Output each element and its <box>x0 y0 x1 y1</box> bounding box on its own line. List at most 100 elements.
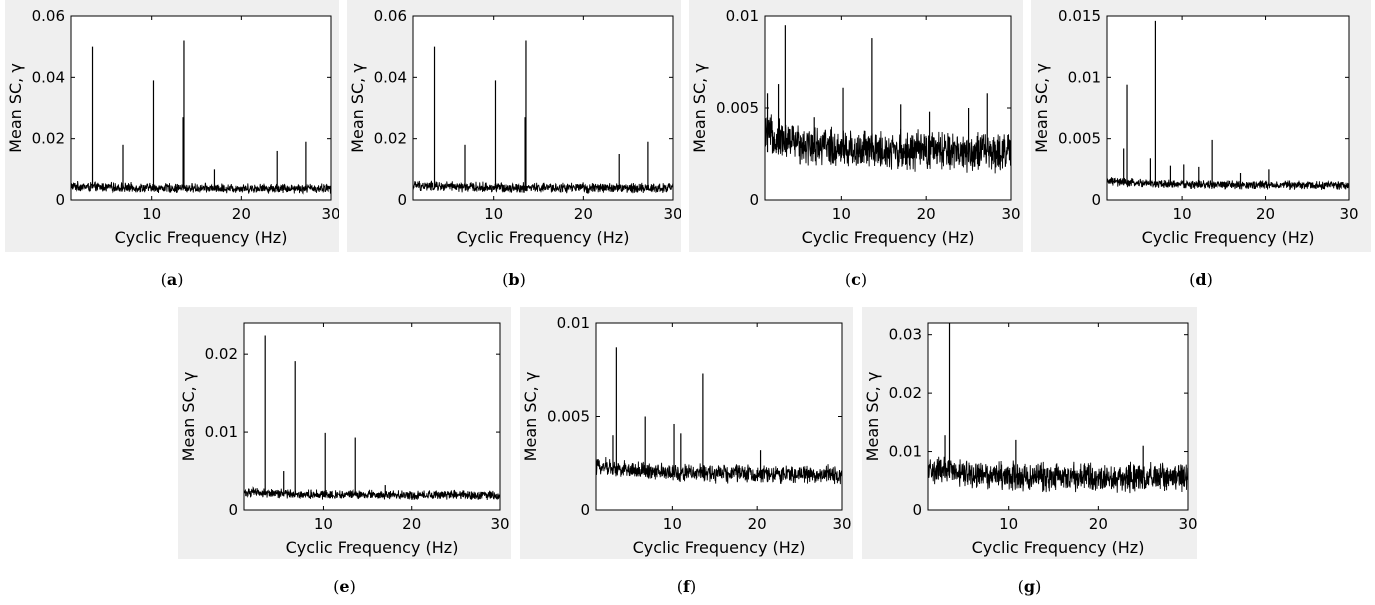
plot-area <box>1107 16 1349 200</box>
y-axis-label: Mean SC, γ <box>521 372 540 462</box>
panel-e: 10 20 30 0 0.01 0.02 Cyclic Frequency (Hz) Mean… <box>178 307 511 559</box>
chart-e: 10 20 30 0 0.01 0.02 Cyclic Frequency (Hz) Mean… <box>178 307 511 559</box>
x-axis-label: Cyclic Frequency (Hz) <box>286 538 459 557</box>
x-axis-label: Cyclic Frequency (Hz) <box>802 228 975 247</box>
x-tick-label: 30 <box>321 205 339 223</box>
y-tick-label: 0.06 <box>374 7 407 25</box>
y-tick-label: 0.01 <box>557 314 590 332</box>
signal-line <box>243 486 501 501</box>
y-axis-label: Mean SC, γ <box>1032 63 1051 153</box>
x-tick-label: 20 <box>232 205 251 223</box>
caption-a-letter: a <box>166 270 178 289</box>
signal-line <box>412 180 674 194</box>
caption-f-letter: f <box>683 577 690 596</box>
y-tick-label: 0.02 <box>374 130 407 148</box>
plot-area <box>244 323 500 510</box>
x-tick-label: 10 <box>484 205 503 223</box>
x-axis-label: Cyclic Frequency (Hz) <box>633 538 806 557</box>
x-tick-label: 10 <box>663 515 682 533</box>
x-tick-label: 10 <box>999 515 1018 533</box>
chart-a: 10 20 30 0 0.02 0.04 0.06 Cyclic Frequency (Hz)… <box>5 0 339 252</box>
panel-b: 10 20 30 0 0.02 0.04 0.06 Cyclic Frequency (Hz)… <box>347 0 681 252</box>
caption-g: (g) <box>1017 577 1042 596</box>
signal-line <box>70 180 332 195</box>
y-tick-label: 0 <box>397 191 407 209</box>
axes-box <box>927 322 1189 511</box>
y-tick-label: 0 <box>55 191 65 209</box>
plot-area <box>71 16 331 200</box>
caption-d-letter: d <box>1195 270 1207 289</box>
y-tick-label: 0 <box>1091 191 1101 209</box>
y-tick-label: 0.01 <box>889 443 922 461</box>
axes-box <box>243 322 501 511</box>
x-tick-label: 30 <box>490 515 509 533</box>
y-axis-label: Mean SC, γ <box>179 372 198 462</box>
panel-f: 10 20 30 0 0.005 0.01 Cyclic Frequency (Hz) Mea… <box>520 307 853 559</box>
caption-a: (a) <box>160 270 184 289</box>
y-tick-label: 0 <box>749 191 759 209</box>
axes-box <box>412 15 674 201</box>
y-axis-label: Mean SC, γ <box>863 372 882 462</box>
y-axis-label: Mean SC, γ <box>690 63 709 153</box>
x-tick-label: 20 <box>402 515 421 533</box>
plot-area <box>596 323 842 510</box>
y-tick-label: 0.04 <box>374 68 407 86</box>
caption-b: (b) <box>502 270 526 289</box>
signal-line <box>927 455 1189 494</box>
y-tick-label: 0 <box>228 501 238 519</box>
y-tick-label: 0.01 <box>1068 68 1101 86</box>
x-axis-label: Cyclic Frequency (Hz) <box>457 228 630 247</box>
axes-box <box>1106 15 1350 201</box>
x-tick-label: 20 <box>748 515 767 533</box>
plot-area <box>413 16 673 200</box>
x-axis-label: Cyclic Frequency (Hz) <box>1142 228 1315 247</box>
signal-line <box>764 114 1012 174</box>
caption-c-letter: c <box>851 270 861 289</box>
y-tick-label: 0.02 <box>205 345 238 363</box>
caption-e: (e) <box>333 577 356 596</box>
y-tick-label: 0.005 <box>716 99 759 117</box>
caption-d: (d) <box>1189 270 1213 289</box>
y-tick-label: 0 <box>580 501 590 519</box>
y-tick-label: 0.06 <box>32 7 65 25</box>
caption-e-letter: e <box>339 577 350 596</box>
x-tick-label: 30 <box>832 515 851 533</box>
y-axis-label: Mean SC, γ <box>348 63 367 153</box>
caption-b-letter: b <box>508 270 520 289</box>
caption-g-letter: g <box>1023 577 1036 596</box>
x-tick-label: 20 <box>1089 515 1108 533</box>
chart-d: 10 20 30 0 0.005 0.01 0.015 Cyclic Frequency (H… <box>1031 0 1371 252</box>
chart-b: 10 20 30 0 0.02 0.04 0.06 Cyclic Frequency (Hz)… <box>347 0 681 252</box>
panel-a: 10 20 30 0 0.02 0.04 0.06 Cyclic Frequency (Hz)… <box>5 0 339 252</box>
x-tick-label: 20 <box>1256 205 1275 223</box>
chart-c: 10 20 30 0 0.005 0.01 Cyclic Frequency (Hz) Mea… <box>689 0 1023 252</box>
x-tick-label: 20 <box>574 205 593 223</box>
chart-f: 10 20 30 0 0.005 0.01 Cyclic Frequency (Hz) Mea… <box>520 307 853 559</box>
y-tick-label: 0.01 <box>726 7 759 25</box>
chart-g: 10 20 30 0 0.01 0.02 0.03 Cyclic Frequency (Hz)… <box>862 307 1197 559</box>
y-tick-label: 0.015 <box>1058 7 1101 25</box>
x-tick-label: 20 <box>917 205 936 223</box>
x-tick-label: 30 <box>1339 205 1358 223</box>
x-tick-label: 10 <box>142 205 161 223</box>
plot-area <box>765 16 1011 200</box>
x-axis-label: Cyclic Frequency (Hz) <box>115 228 288 247</box>
caption-f: (f) <box>676 577 697 596</box>
x-tick-label: 30 <box>1178 515 1197 533</box>
y-axis-label: Mean SC, γ <box>6 63 25 153</box>
y-tick-label: 0.005 <box>1058 130 1101 148</box>
y-tick-label: 0.01 <box>205 423 238 441</box>
y-tick-label: 0.02 <box>32 130 65 148</box>
x-tick-label: 10 <box>832 205 851 223</box>
caption-c: (c) <box>844 270 868 289</box>
y-tick-label: 0.02 <box>889 384 922 402</box>
x-tick-label: 30 <box>663 205 681 223</box>
x-tick-label: 30 <box>1001 205 1020 223</box>
y-tick-label: 0.005 <box>547 408 590 426</box>
y-tick-label: 0.03 <box>889 326 922 344</box>
signal-line <box>1106 177 1350 191</box>
x-tick-label: 10 <box>314 515 333 533</box>
x-tick-label: 10 <box>1173 205 1192 223</box>
panel-c: 10 20 30 0 0.005 0.01 Cyclic Frequency (Hz) Mea… <box>689 0 1023 252</box>
signal-line <box>595 457 843 485</box>
